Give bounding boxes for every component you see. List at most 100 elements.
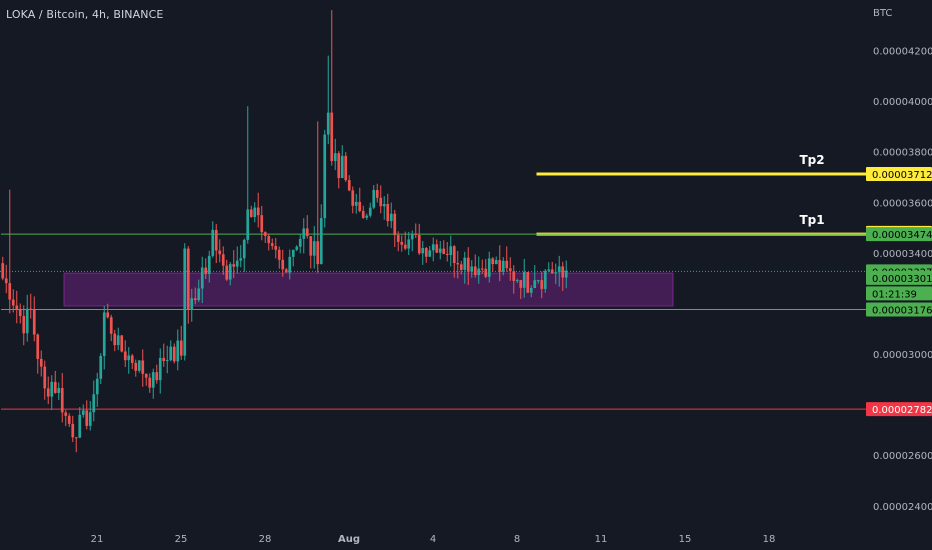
price-label: 0.00002782 [866,402,932,417]
candle [508,257,512,281]
candle [67,413,71,427]
candle [431,237,435,262]
candle [127,347,131,374]
price-label: 0.00003301 [866,270,932,285]
candle [354,193,358,214]
candle [71,415,75,443]
candle [536,279,540,284]
candle [50,375,54,410]
candle [407,231,411,255]
candle [372,185,376,210]
candle [141,349,145,387]
x-tick-label: 28 [259,534,272,545]
candle [200,256,204,304]
candle [267,233,271,251]
candle [365,213,369,221]
candle [165,345,169,374]
price-label: 01:21:39 [866,286,932,301]
y-tick-label: 0.00003600 [873,198,932,209]
candle [190,288,194,322]
candle [74,436,78,453]
candle [312,226,316,269]
candle [113,329,117,352]
time-axis-bg[interactable] [0,526,866,550]
candle [512,265,516,294]
candle [298,234,302,254]
candle [368,202,372,218]
candle [253,202,257,223]
candle [281,249,285,277]
candle [487,251,491,283]
candle [25,294,29,342]
candle [92,380,96,422]
candle [134,359,138,377]
candle [561,261,565,291]
candle [1,256,5,281]
candle [491,257,495,272]
candle [106,303,110,319]
candle [235,246,239,274]
candle [85,400,89,430]
x-tick-label: 15 [679,534,692,545]
candle [515,278,519,283]
candle [169,340,173,362]
candle [179,325,183,360]
svg-text:0.00003712: 0.00003712 [872,170,932,181]
candle [8,189,12,314]
x-tick-label: 4 [430,534,436,545]
candle [347,175,351,192]
price-label: 0.00003176 [866,302,932,317]
candle [400,235,404,252]
candle [88,400,92,431]
candle [522,258,526,298]
candle [228,262,232,286]
candle [295,245,299,252]
candle [155,364,159,384]
candle [547,262,551,273]
candle [43,360,47,400]
candle [533,265,537,289]
candle [424,246,428,263]
candle [130,353,134,370]
candle [81,404,85,418]
zone-rectangle[interactable] [63,272,674,307]
candle [246,106,250,244]
candle [484,259,488,279]
candle [120,334,124,353]
candle [39,350,43,377]
candle [270,238,274,250]
candle [316,121,320,273]
x-tick-label: 25 [175,534,188,545]
candle [403,231,407,251]
candle [557,255,561,287]
candle [109,314,113,342]
candle [543,269,547,293]
x-tick-label: 18 [763,534,776,545]
candle [519,279,523,300]
candle [204,258,208,280]
candle [330,10,334,166]
candle [564,260,568,289]
y-tick-label: 0.00004200 [873,47,932,58]
svg-text:0.00003474: 0.00003474 [872,230,932,241]
candle [309,236,313,269]
candle [505,246,509,272]
candles-layer [1,10,568,453]
candle [452,245,456,278]
candle [414,223,418,239]
candle [291,249,295,267]
candle [99,353,103,385]
candle [148,373,152,393]
candle [218,239,222,263]
candle [358,187,362,213]
candle [158,348,162,394]
candle [95,372,99,407]
candle [162,343,166,367]
candle [529,285,533,298]
candle [151,368,155,399]
x-tick-label: Aug [338,534,360,545]
candle [442,240,446,255]
candle [22,305,26,346]
candle [480,259,484,274]
